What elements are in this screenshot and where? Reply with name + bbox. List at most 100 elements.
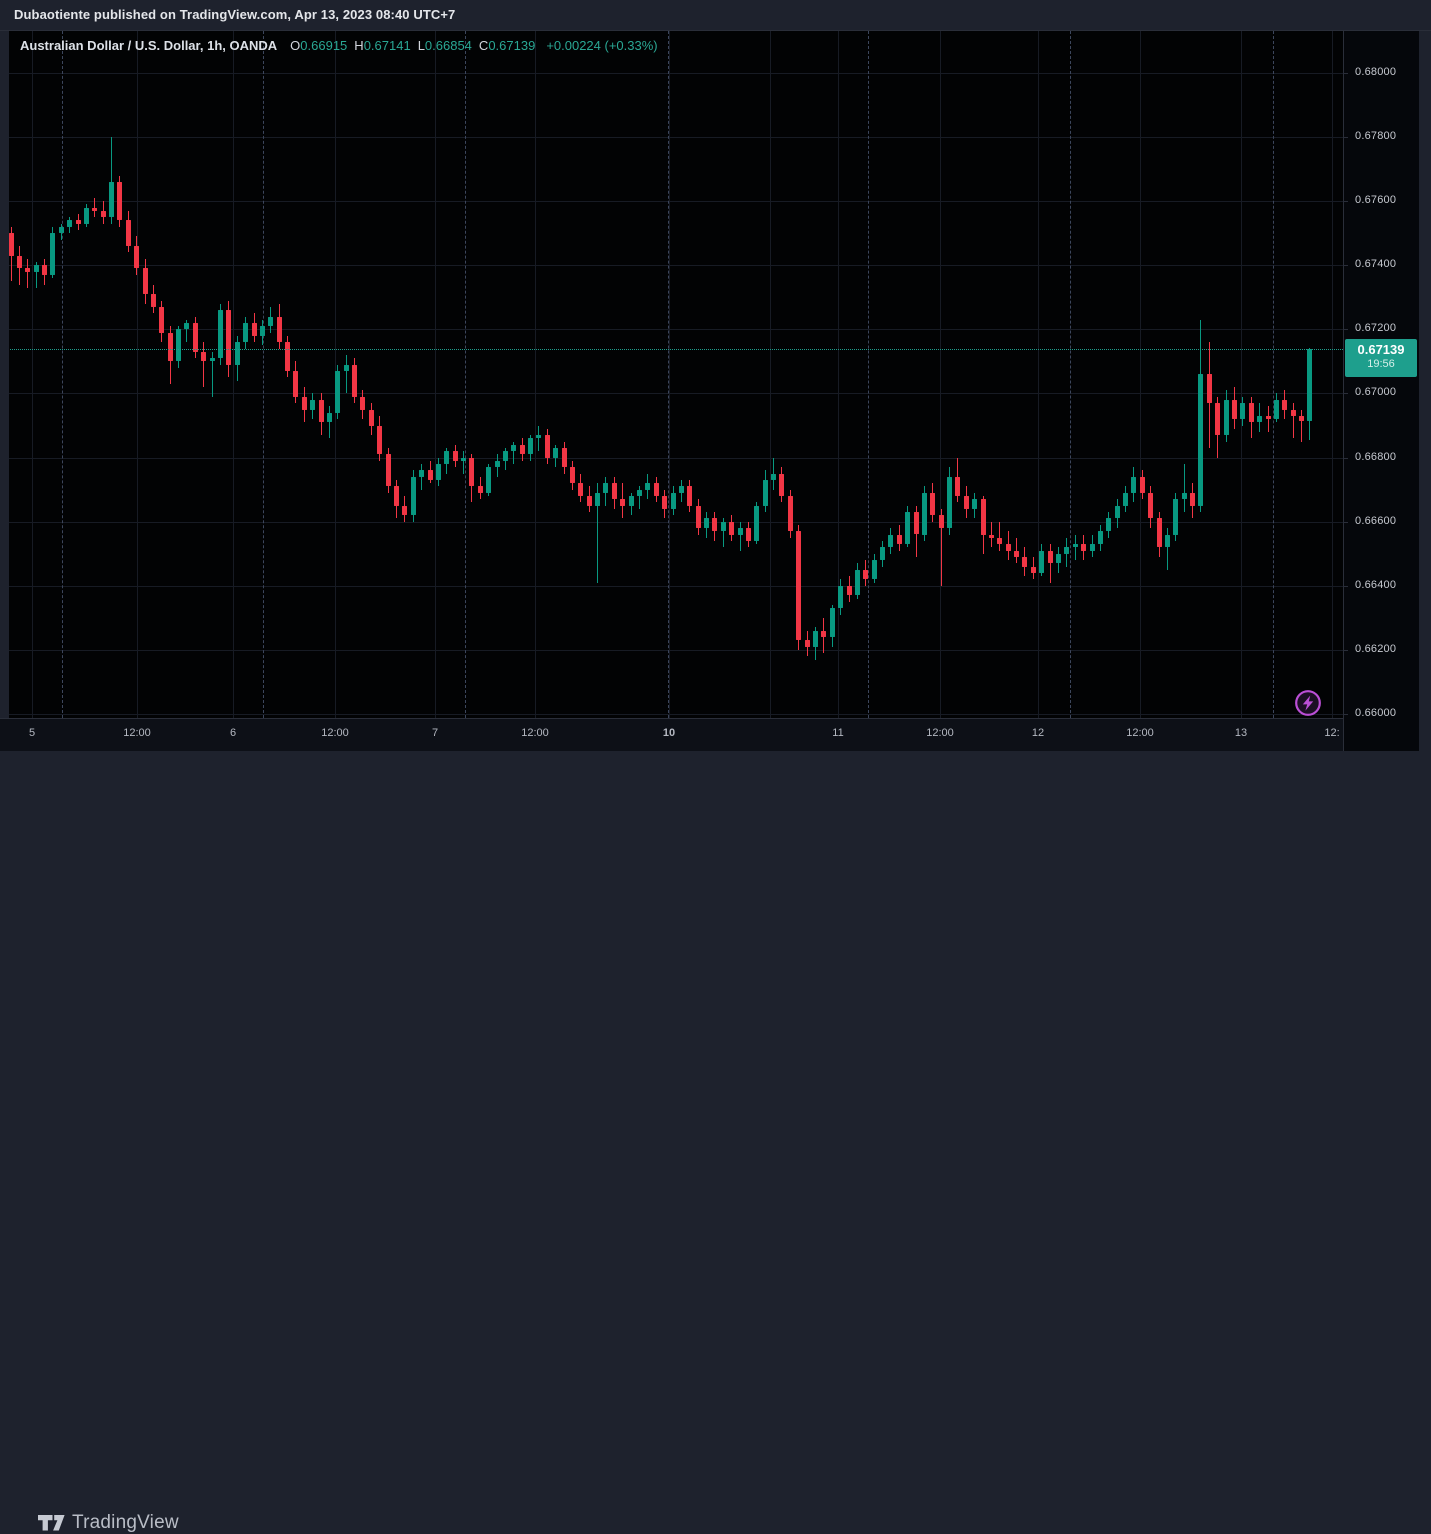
change-value: +0.00224 (+0.33%) xyxy=(546,38,658,53)
candle xyxy=(1156,518,1162,548)
chart-panel: Australian Dollar / U.S. Dollar, 1h, OAN… xyxy=(0,30,1431,752)
candle xyxy=(234,342,240,365)
time-gridline xyxy=(1241,31,1242,718)
price-axis-label: 0.67800 xyxy=(1355,130,1397,143)
candle xyxy=(75,220,81,224)
candle xyxy=(352,364,358,397)
candle xyxy=(435,464,441,481)
candle xyxy=(511,444,517,452)
candle xyxy=(1248,403,1254,423)
price-axis-tick xyxy=(1344,265,1348,267)
candle xyxy=(109,181,115,218)
candle xyxy=(1064,547,1070,554)
session-break-line xyxy=(1070,31,1071,718)
candle xyxy=(905,512,911,545)
candle xyxy=(1190,492,1196,506)
price-axis-label: 0.66400 xyxy=(1355,578,1397,591)
tradingview-logo-icon[interactable] xyxy=(38,1515,65,1531)
candle xyxy=(1056,553,1061,564)
time-gridline xyxy=(669,31,670,718)
candle xyxy=(276,316,282,343)
candle xyxy=(896,534,902,545)
candle xyxy=(100,210,106,218)
publish-lightning-button[interactable] xyxy=(1293,688,1323,718)
candle xyxy=(1014,550,1020,557)
candle xyxy=(360,396,366,410)
price-axis-tick xyxy=(1344,457,1348,459)
candle xyxy=(888,534,894,548)
candle xyxy=(1072,544,1078,548)
candle xyxy=(528,438,534,455)
candle xyxy=(1282,399,1288,410)
candle xyxy=(58,226,64,234)
candle xyxy=(469,457,475,487)
candle xyxy=(293,371,299,397)
candle xyxy=(695,505,701,529)
candle xyxy=(779,473,785,497)
candle xyxy=(1290,409,1296,416)
ohlc-open: O0.66915 xyxy=(290,38,348,53)
time-gridline xyxy=(32,31,33,718)
candle-wick xyxy=(538,425,540,452)
candle xyxy=(880,547,886,561)
time-gridline xyxy=(1332,31,1333,718)
candle xyxy=(1257,415,1263,423)
candle xyxy=(477,486,483,493)
candle xyxy=(729,521,735,535)
time-gridline xyxy=(770,31,771,718)
tradingview-brand-text[interactable]: TradingView xyxy=(72,1512,179,1533)
price-gridline xyxy=(0,649,1343,651)
price-gridline xyxy=(0,457,1343,459)
time-axis-label: 12:00 xyxy=(926,727,954,739)
candle xyxy=(1106,518,1112,532)
candle-wick xyxy=(111,137,113,224)
candle xyxy=(343,364,349,372)
candle xyxy=(142,268,148,295)
candle-wick xyxy=(1292,403,1294,439)
candle xyxy=(184,322,190,330)
candle xyxy=(544,435,550,458)
price-gridline xyxy=(0,393,1343,395)
price-axis-label: 0.67400 xyxy=(1355,258,1397,271)
time-gridline xyxy=(535,31,536,718)
time-axis-label: 11 xyxy=(832,727,844,739)
candle xyxy=(150,294,156,307)
candle xyxy=(745,528,751,541)
candle xyxy=(720,521,726,532)
candle xyxy=(687,486,693,506)
candle xyxy=(913,512,919,535)
candle xyxy=(812,630,818,647)
candle xyxy=(947,476,953,529)
candle xyxy=(771,473,777,481)
candle-wick xyxy=(203,342,205,388)
candle xyxy=(1299,415,1305,421)
candle xyxy=(561,447,567,468)
candle-wick xyxy=(597,483,599,583)
candle xyxy=(1039,550,1045,573)
price-axis[interactable]: 0.67139 19:56 0.68000 0.67800 0.67600 0.674… xyxy=(1343,31,1419,752)
candle xyxy=(201,351,207,362)
time-axis[interactable]: 5 12:00 6 12:00 7 12:00 10 11 12:00 12 12:00 13 12: xyxy=(0,718,1343,752)
candle xyxy=(1215,403,1221,436)
candle xyxy=(268,316,274,327)
candle xyxy=(1131,476,1137,493)
candle xyxy=(50,233,56,275)
candle xyxy=(8,233,14,256)
time-gridline xyxy=(233,31,234,718)
time-axis-label: 12: xyxy=(1324,727,1340,739)
price-axis-label: 0.67200 xyxy=(1355,322,1397,335)
candle xyxy=(762,480,768,506)
candle xyxy=(285,342,291,372)
candle-wick xyxy=(722,518,724,548)
time-axis-label: 12:00 xyxy=(321,727,349,739)
symbol-title[interactable]: Australian Dollar / U.S. Dollar, 1h, OAN… xyxy=(20,38,278,53)
candle xyxy=(385,454,391,487)
candle xyxy=(670,492,676,509)
time-axis-label: 5 xyxy=(28,727,36,739)
candle xyxy=(444,451,450,464)
candle xyxy=(553,447,559,458)
candle xyxy=(1164,534,1170,548)
candle xyxy=(988,534,994,538)
plot-area[interactable]: Australian Dollar / U.S. Dollar, 1h, OAN… xyxy=(0,31,1343,718)
candle xyxy=(804,640,810,647)
